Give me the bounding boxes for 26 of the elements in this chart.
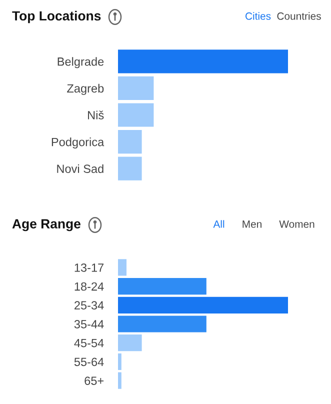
y-tick-label: Zagreb — [67, 84, 104, 95]
bar — [118, 296, 288, 314]
y-tick-label: Niš — [88, 110, 104, 120]
bar — [118, 334, 142, 352]
text: Women — [279, 220, 314, 228]
y-tick-label: 18-24 — [74, 282, 104, 291]
y-tick-label: Novi Sad — [57, 164, 104, 173]
bar — [118, 278, 206, 295]
bar — [118, 259, 126, 276]
chart-title: Top Locations — [12, 10, 101, 24]
y-tick-label: 45-54 — [74, 339, 104, 348]
y-tick-label: 55-64 — [74, 358, 104, 366]
bar — [118, 316, 206, 332]
text: All — [213, 220, 224, 228]
text: Countries — [277, 12, 321, 20]
text: Men — [242, 220, 262, 228]
y-tick-label: 13-17 — [74, 263, 104, 272]
y-tick-label: Podgorica — [52, 138, 104, 149]
text: Cities — [246, 12, 271, 20]
y-tick-label: 35-44 — [74, 320, 104, 328]
y-tick-label: Belgrade — [58, 57, 104, 68]
y-tick-label: 25-34 — [74, 301, 104, 310]
bar — [118, 353, 122, 370]
chart-title: Age Range — [12, 219, 80, 232]
y-tick-label: 65+ — [84, 376, 104, 385]
bar — [118, 372, 122, 389]
